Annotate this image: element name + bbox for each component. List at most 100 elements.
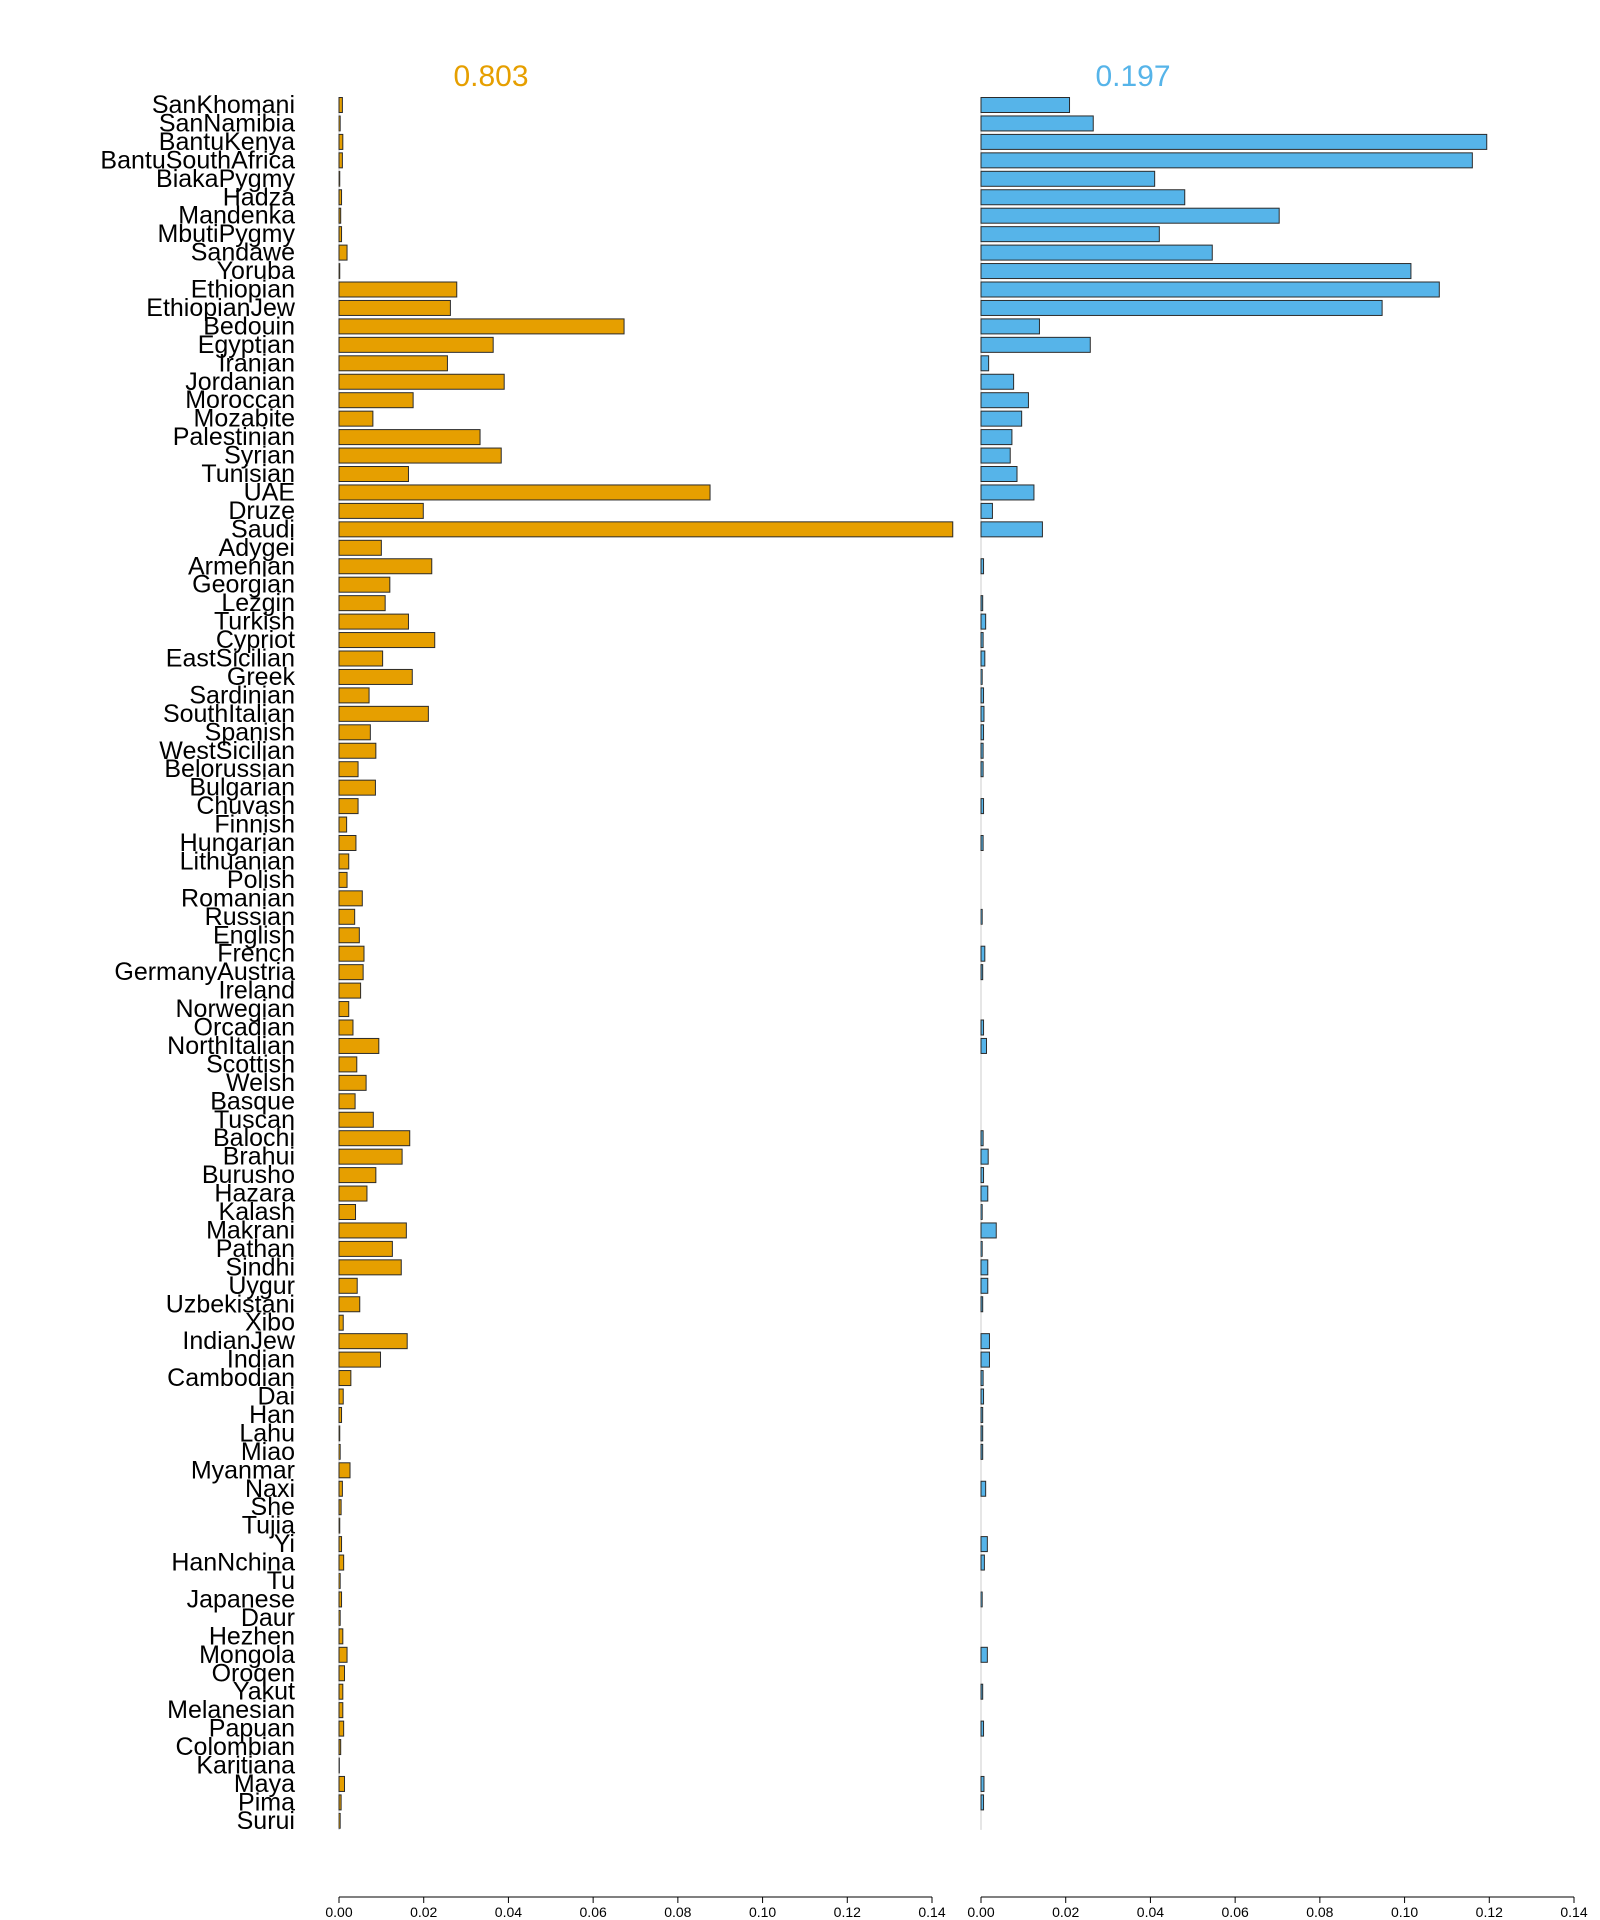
category-label-brahui: Brahui (223, 1143, 295, 1171)
category-label-tujia: Tujia (242, 1512, 295, 1540)
panel-blue: 0.197 0.00 0.02 0.04 0.06 0.08 0.10 0.12 0.14 (967, 60, 1587, 1920)
bar-east-sicilian-blue (980, 650, 986, 667)
bar-lahu-orange (338, 1425, 341, 1442)
category-label-hadza: Hadza (223, 183, 295, 211)
bar-mozabite-orange (338, 410, 374, 427)
bar-germany-austria-blue (980, 964, 984, 981)
bar-mozabite-blue (980, 410, 1023, 427)
bar-romanian-orange (338, 890, 363, 907)
category-label-san-khomani: SanKhomani (152, 91, 295, 119)
bar-syrian-orange (338, 447, 502, 464)
bar-makrani-orange (338, 1222, 407, 1239)
bar-south-italian-blue (980, 705, 985, 722)
bar-sindhi-blue (980, 1259, 989, 1276)
bar-dai-orange (338, 1388, 344, 1405)
bar-west-sicilian-orange (338, 742, 377, 759)
bar-spanish-orange (338, 724, 371, 741)
category-label-spanish: Spanish (205, 718, 295, 746)
category-label-maya: Maya (234, 1770, 295, 1798)
bar-yakut-orange (338, 1683, 344, 1700)
category-label-yi: Yi (274, 1530, 295, 1558)
x-tick-label-0-2: 0.04 (495, 1904, 522, 1920)
category-label-lezgin: Lezgin (221, 589, 295, 617)
bar-xibo-orange (338, 1314, 344, 1331)
category-labels: SanKhomaniSanNamibiaBantuKenyaBantuSouth… (100, 91, 296, 1835)
bar-pathan-blue (980, 1241, 983, 1257)
bar-yi-orange (338, 1536, 343, 1553)
category-label-sandawe: Sandawe (191, 239, 295, 267)
bar-russian-orange (338, 908, 356, 925)
bar-uygur-orange (338, 1277, 358, 1294)
category-label-mongola: Mongola (199, 1641, 295, 1669)
category-label-tunisian: Tunisian (201, 460, 295, 488)
bar-jordanian-blue (980, 373, 1015, 390)
bar-moroccan-blue (980, 392, 1029, 409)
bar-cambodian-blue (980, 1370, 984, 1387)
category-label-tuscan: Tuscan (214, 1106, 295, 1134)
bar-ethiopian-orange (338, 281, 458, 298)
bar-bedouin-blue (980, 318, 1040, 335)
x-tick-label-1-0: 0.00 (967, 1904, 994, 1920)
category-label-norwegian: Norwegian (175, 995, 295, 1023)
bar-uzbekistani-orange (338, 1296, 361, 1313)
bar-indian-jew-orange (338, 1333, 408, 1350)
bar-tujia-orange (338, 1517, 341, 1534)
bar-surui-orange (338, 1812, 341, 1829)
bar-lithuanian-orange (338, 853, 350, 870)
category-label-armenian: Armenian (188, 552, 295, 580)
bar-cypriot-orange (338, 632, 436, 649)
category-label-finnish: Finnish (214, 811, 295, 839)
category-label-mozabite: Mozabite (194, 405, 295, 433)
bar-mbuti-pygmy-orange (338, 226, 343, 243)
bar-kalash-orange (338, 1204, 357, 1220)
category-label-orcadian: Orcadian (194, 1014, 295, 1042)
bar-maya-orange (338, 1775, 346, 1792)
bar-armenian-blue (980, 558, 985, 575)
x-tick-label-1-2: 0.04 (1137, 1904, 1164, 1920)
bar-papuan-blue (980, 1720, 985, 1737)
bar-east-sicilian-orange (338, 650, 384, 667)
category-label-yakut: Yakut (233, 1678, 295, 1706)
category-label-saudi: Saudi (231, 515, 295, 543)
category-label-dai: Dai (257, 1383, 295, 1411)
bar-ethiopian-jew-orange (338, 299, 451, 316)
bar-yi-blue (980, 1536, 988, 1553)
bar-mandenka-orange (338, 207, 342, 224)
bar-ireland-orange (338, 982, 362, 999)
category-label-moroccan: Moroccan (185, 386, 295, 414)
category-label-belorussian: Belorussian (164, 755, 295, 783)
bar-sardinian-orange (338, 687, 370, 704)
x-axis-blue: 0.00 0.02 0.04 0.06 0.08 0.10 0.12 0.14 (967, 1896, 1588, 1920)
x-tick-label-1-7: 0.14 (1560, 1904, 1587, 1920)
category-label-syrian: Syrian (224, 442, 295, 470)
bar-turkish-blue (980, 613, 987, 630)
category-label-daur: Daur (241, 1604, 295, 1632)
category-label-romanian: Romanian (181, 884, 295, 912)
category-label-french: French (217, 940, 295, 968)
bar-finnish-orange (338, 816, 348, 833)
category-label-greek: Greek (227, 663, 296, 691)
bar-pima-blue (980, 1794, 985, 1811)
bar-yoruba-orange (338, 263, 341, 279)
category-label-makrani: Makrani (206, 1216, 295, 1244)
category-label-san-namibia: SanNamibia (159, 109, 295, 137)
category-label-west-sicilian: WestSicilian (159, 737, 295, 765)
bar-biaka-pygmy-orange (338, 170, 341, 187)
category-label-myanmar: Myanmar (191, 1456, 295, 1484)
category-label-she: She (251, 1493, 295, 1521)
category-label-east-sicilian: EastSicilian (166, 645, 295, 673)
category-label-colombian: Colombian (175, 1733, 295, 1761)
bar-yakut-blue (980, 1683, 984, 1700)
bar-burusho-blue (980, 1167, 985, 1184)
bar-palestinian-orange (338, 429, 481, 446)
bar-japanese-orange (338, 1591, 343, 1608)
bar-chuvash-orange (338, 798, 359, 815)
bar-norwegian-orange (338, 1001, 350, 1018)
category-label-pima: Pima (238, 1788, 295, 1816)
bar-lahu-blue (980, 1425, 984, 1442)
category-label-cambodian: Cambodian (167, 1364, 295, 1392)
bar-han-nchina-blue (980, 1554, 985, 1571)
bar-uzbekistani-blue (980, 1296, 984, 1313)
bar-georgian-orange (338, 576, 391, 593)
